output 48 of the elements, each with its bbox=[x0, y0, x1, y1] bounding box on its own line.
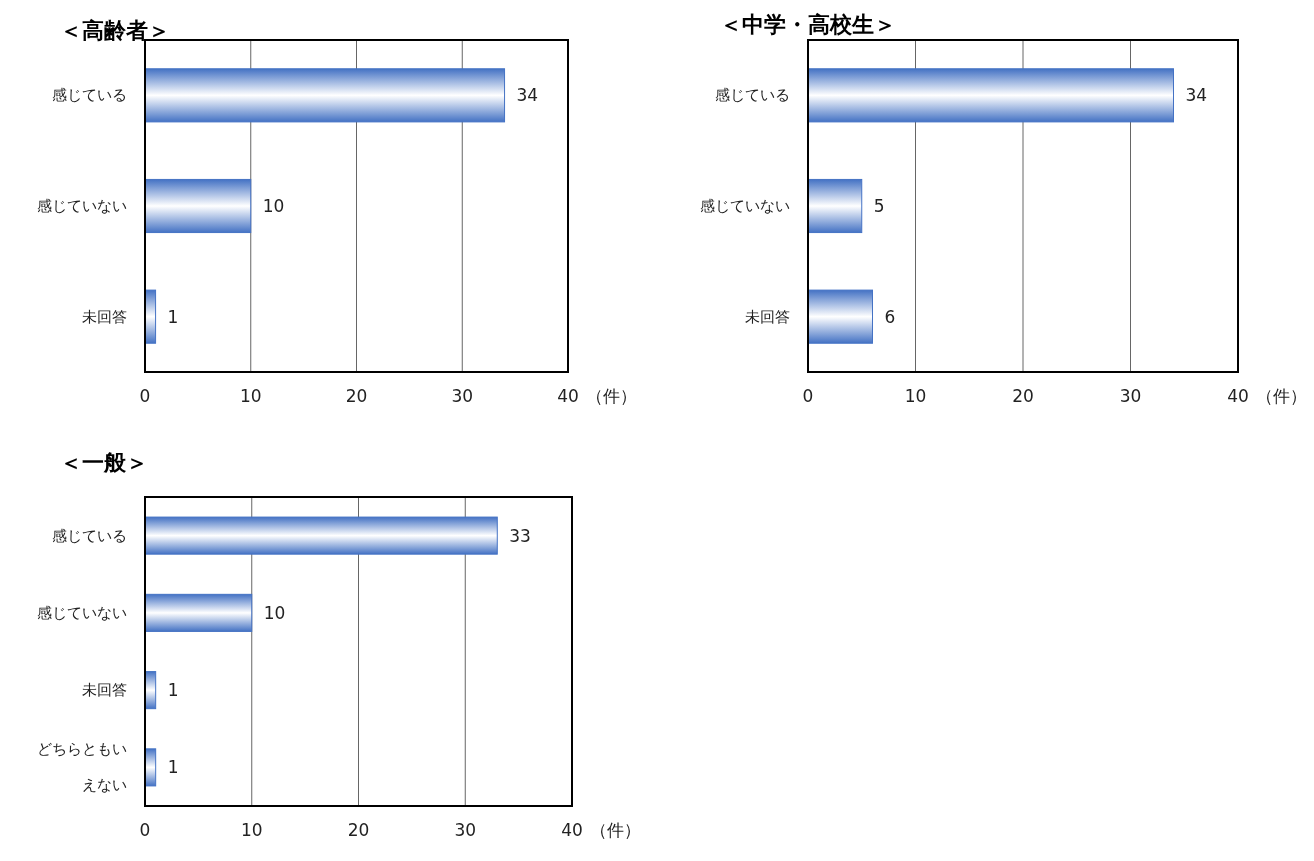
category-label: どちらともいえない bbox=[37, 740, 127, 795]
data-label: 10 bbox=[263, 602, 286, 623]
data-label: 1 bbox=[167, 306, 179, 327]
bar bbox=[144, 593, 253, 632]
x-axis-title: （件） bbox=[586, 386, 637, 406]
data-label: 5 bbox=[873, 196, 885, 216]
bar bbox=[807, 178, 863, 234]
x-tick-label: 0 bbox=[802, 386, 814, 406]
x-tick-label: 30 bbox=[1119, 386, 1142, 406]
y-tick-label: 感じている bbox=[715, 86, 790, 105]
chart-title: ＜高齢者＞ bbox=[60, 18, 170, 43]
x-tick-label: 10 bbox=[904, 386, 927, 406]
y-tick-label: 感じている bbox=[52, 526, 127, 545]
x-tick-label: 40 bbox=[557, 386, 579, 406]
x-tick-label: 40 bbox=[561, 820, 583, 840]
x-tick-label: 10 bbox=[239, 386, 262, 406]
data-label: 34 bbox=[516, 85, 539, 106]
y-tick-label: 未回答 bbox=[82, 307, 127, 326]
data-label: 10 bbox=[262, 196, 285, 216]
x-tick-label: 10 bbox=[240, 820, 263, 840]
bar bbox=[144, 68, 506, 123]
data-label: 1 bbox=[167, 680, 179, 701]
bar bbox=[144, 516, 498, 555]
chart-title: ＜中学・高校生＞ bbox=[720, 12, 896, 37]
x-axis-title: （件） bbox=[1256, 386, 1307, 406]
x-tick-label: 20 bbox=[345, 386, 368, 406]
bar bbox=[144, 178, 252, 234]
x-tick-label: 20 bbox=[1012, 386, 1034, 406]
x-tick-label: 0 bbox=[139, 386, 151, 406]
data-label: 34 bbox=[1185, 85, 1208, 106]
y-tick-label: 未回答 bbox=[745, 307, 790, 326]
y-tick-label: 感じていない bbox=[700, 197, 790, 215]
x-tick-label: 20 bbox=[347, 820, 370, 840]
data-label: 1 bbox=[167, 757, 179, 778]
y-tick-label: 感じていない bbox=[37, 197, 127, 215]
x-tick-label: 30 bbox=[454, 820, 477, 840]
x-tick-label: 30 bbox=[451, 386, 474, 406]
bar bbox=[807, 68, 1174, 123]
data-label: 33 bbox=[509, 525, 531, 546]
y-tick-label: 感じている bbox=[52, 86, 127, 105]
y-tick-label: 感じていない bbox=[37, 603, 127, 622]
data-label: 6 bbox=[884, 306, 896, 327]
x-axis-title: （件） bbox=[590, 820, 641, 840]
x-tick-label: 40 bbox=[1227, 386, 1249, 406]
chart-title: ＜一般＞ bbox=[60, 450, 148, 475]
x-tick-label: 0 bbox=[139, 820, 151, 840]
y-tick-label: 未回答 bbox=[82, 681, 127, 700]
bar bbox=[807, 289, 873, 344]
